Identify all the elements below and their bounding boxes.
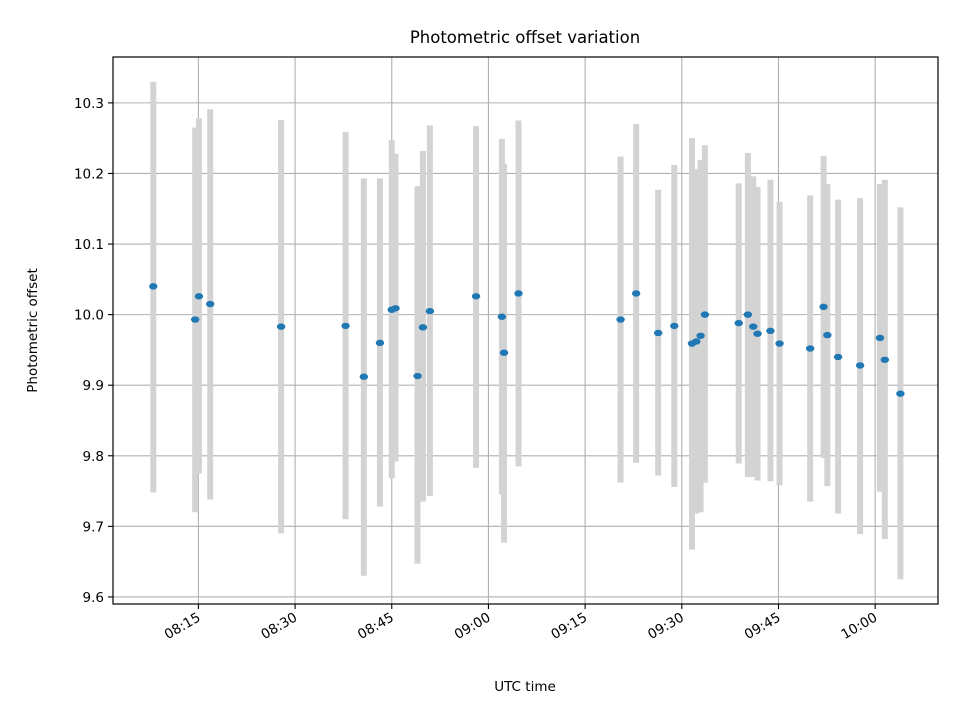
data-point bbox=[149, 283, 158, 290]
data-point bbox=[734, 319, 743, 327]
data-point bbox=[359, 373, 369, 380]
data-point bbox=[616, 316, 625, 323]
data-point bbox=[194, 293, 204, 300]
data-point bbox=[749, 323, 758, 330]
y-tick-label: 9.7 bbox=[83, 519, 104, 535]
data-point bbox=[471, 293, 481, 300]
data-point bbox=[805, 345, 815, 352]
data-point bbox=[875, 334, 885, 342]
data-point bbox=[499, 349, 509, 356]
axes-frame bbox=[112, 56, 939, 605]
data-point bbox=[631, 290, 641, 297]
data-point bbox=[692, 338, 701, 345]
data-point bbox=[696, 332, 705, 339]
y-tick-label: 10.0 bbox=[74, 308, 104, 324]
data-point bbox=[855, 362, 865, 369]
data-point bbox=[880, 356, 890, 363]
data-point bbox=[670, 322, 679, 330]
data-point bbox=[391, 305, 400, 312]
data-points bbox=[149, 283, 905, 397]
data-point bbox=[896, 390, 905, 397]
data-point bbox=[514, 290, 523, 297]
data-point bbox=[341, 322, 350, 330]
data-point bbox=[276, 323, 286, 330]
data-point bbox=[700, 311, 710, 318]
data-point bbox=[425, 307, 435, 315]
data-point bbox=[743, 311, 753, 318]
x-axis-label: UTC time bbox=[494, 679, 556, 695]
data-point bbox=[823, 331, 832, 339]
data-point bbox=[819, 303, 828, 311]
data-point bbox=[418, 324, 428, 331]
y-tick-label: 9.6 bbox=[83, 590, 104, 606]
y-tick-label: 9.9 bbox=[83, 378, 104, 394]
data-point bbox=[497, 313, 507, 320]
y-tick-label: 10.1 bbox=[74, 237, 104, 253]
y-axis-label: Photometric offset bbox=[25, 268, 41, 392]
data-point bbox=[775, 340, 784, 347]
data-point bbox=[753, 330, 762, 337]
data-point bbox=[833, 353, 843, 361]
data-point bbox=[206, 300, 215, 308]
data-point bbox=[375, 339, 385, 347]
y-tick-label: 9.8 bbox=[83, 449, 104, 465]
chart-title: Photometric offset variation bbox=[410, 28, 640, 47]
y-tick-label: 10.3 bbox=[74, 96, 104, 112]
data-point bbox=[653, 329, 663, 337]
data-point bbox=[413, 372, 422, 380]
data-point bbox=[766, 327, 775, 335]
data-point bbox=[190, 316, 200, 323]
y-tick-label: 10.2 bbox=[74, 166, 104, 182]
